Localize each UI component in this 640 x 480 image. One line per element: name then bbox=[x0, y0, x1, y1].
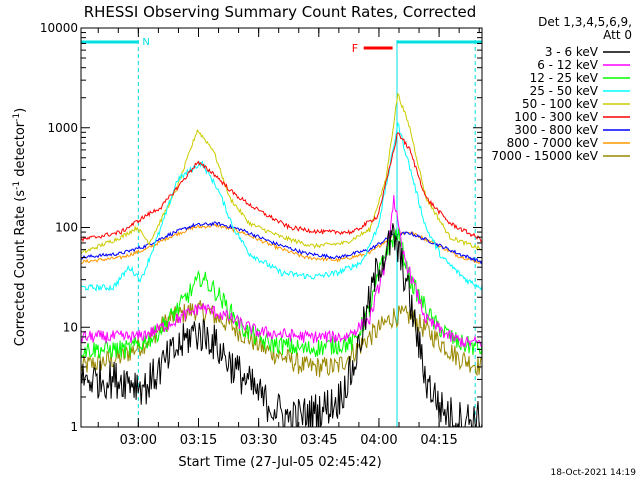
legend-header-line-1: Det 1,3,4,5,6,9, bbox=[538, 15, 632, 29]
axes: 1 10 100 1000 10000 03:00 03:15 03:30 03:45 04:00… bbox=[40, 21, 482, 448]
legend-label: 300 - 800 keV bbox=[514, 123, 598, 137]
y-axis-label: Corrected Count Rate (s-1 detector-1) bbox=[12, 108, 28, 346]
x-tick-label: 04:15 bbox=[420, 433, 457, 448]
series-line bbox=[81, 132, 482, 243]
legend-label: 3 - 6 keV bbox=[545, 45, 599, 59]
legend-label: 100 - 300 keV bbox=[514, 110, 598, 124]
series-line bbox=[81, 121, 482, 293]
legend-label: 6 - 12 keV bbox=[537, 58, 599, 72]
legend-label: 25 - 50 keV bbox=[530, 84, 599, 98]
y-tick-label: 10000 bbox=[40, 21, 78, 35]
series-line bbox=[81, 195, 482, 348]
x-axis-label: Start Time (27-Jul-05 02:45:42) bbox=[178, 455, 381, 470]
series-line bbox=[81, 92, 482, 255]
series-line bbox=[81, 223, 482, 427]
plot-frame bbox=[80, 27, 483, 428]
legend-label: 50 - 100 keV bbox=[522, 97, 599, 111]
chart-title: RHESSI Observing Summary Count Rates, Co… bbox=[84, 3, 477, 21]
legend-header-line-2: Att 0 bbox=[603, 28, 632, 42]
x-tick-label: 03:30 bbox=[240, 433, 277, 448]
legend-label: 800 - 7000 keV bbox=[507, 136, 599, 150]
legend-label: 7000 - 15000 keV bbox=[491, 149, 598, 163]
y-tick-label: 1 bbox=[70, 420, 78, 434]
y-tick-label: 100 bbox=[55, 221, 78, 235]
flare-label: F bbox=[352, 42, 358, 55]
x-tick-label: 04:00 bbox=[360, 433, 397, 448]
footer-timestamp: 18-Oct-2021 14:19 bbox=[551, 468, 637, 478]
y-tick-label: 10 bbox=[63, 320, 78, 334]
x-tick-label: 03:15 bbox=[180, 433, 217, 448]
night-label: N bbox=[142, 37, 149, 48]
x-tick-label: 03:00 bbox=[120, 433, 157, 448]
series-layer bbox=[81, 92, 482, 427]
y-tick-label: 1000 bbox=[47, 121, 78, 135]
series-line bbox=[81, 227, 482, 359]
legend-label: 12 - 25 keV bbox=[530, 71, 599, 85]
series-line bbox=[81, 222, 482, 265]
x-tick-label: 03:45 bbox=[300, 433, 337, 448]
series-line bbox=[81, 221, 482, 265]
